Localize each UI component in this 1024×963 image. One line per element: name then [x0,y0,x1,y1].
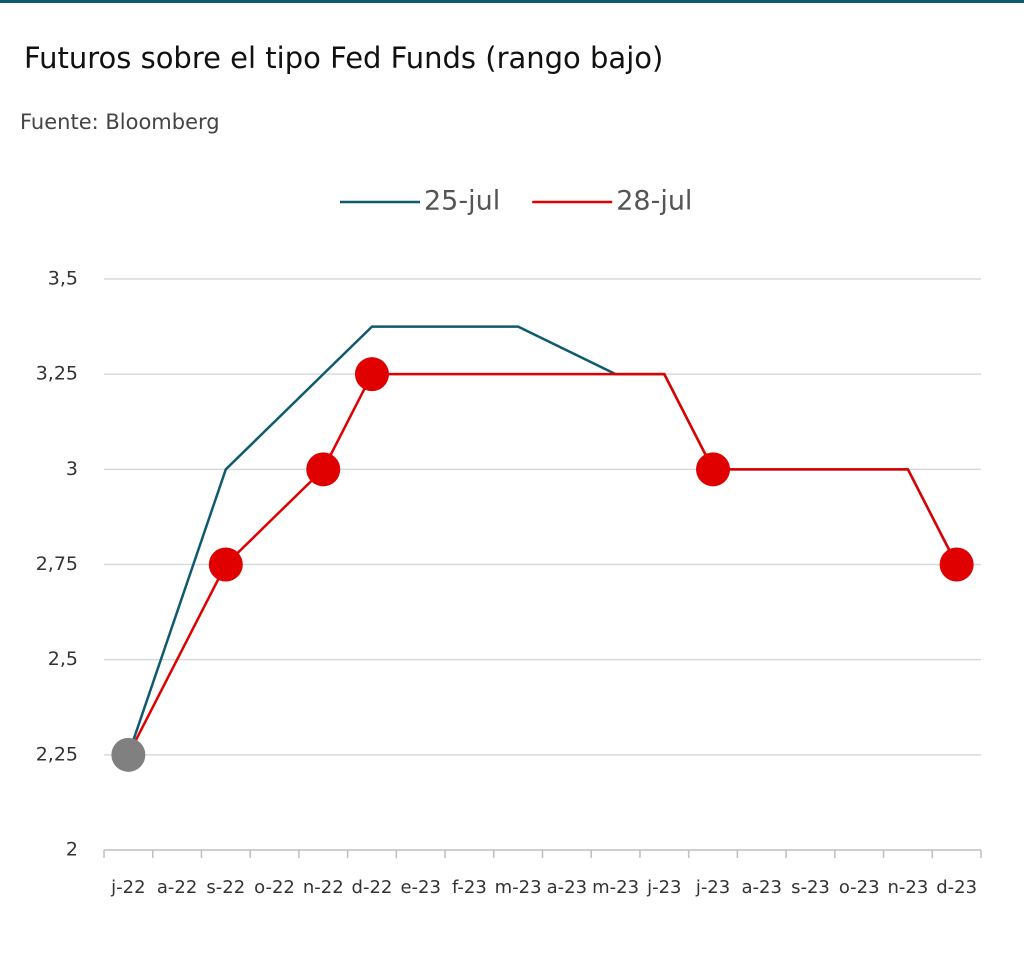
x-tick-label: a-23 [742,877,782,898]
series-line [127,325,958,756]
legend-label: 28-jul [616,186,692,217]
x-tick-label: j-23 [646,877,681,898]
x-tick-label: j-23 [695,877,730,898]
x-tick-label: d-22 [352,877,393,898]
y-tick-label: 3,5 [48,268,78,290]
point-marker [306,452,341,487]
legend-label: 25-jul [424,186,500,217]
x-tick-label: n-23 [888,877,929,898]
point-marker [696,452,731,487]
y-tick-label: 2,75 [36,553,78,575]
x-tick-label: j-22 [110,877,145,898]
x-tick-label: o-23 [839,877,880,898]
x-tick-label: s-22 [206,877,245,898]
x-tick-label: e-23 [400,877,440,898]
x-tick-label: m-23 [495,877,542,898]
x-tick-label: d-23 [936,877,977,898]
y-tick-label: 2,25 [36,743,78,765]
chart-subtitle: Fuente: Bloomberg [20,110,220,134]
y-tick-label: 2 [66,839,78,861]
chart-title: Futuros sobre el tipo Fed Funds (rango b… [24,41,663,75]
x-tick-label: f-23 [452,877,487,898]
x-tick-label: m-23 [592,877,639,898]
point-marker [111,737,146,772]
top-rule [0,0,1024,3]
y-tick-label: 2,5 [48,648,78,670]
x-tick-label: o-22 [254,877,295,898]
y-tick-label: 3,25 [36,363,78,385]
series-line [127,372,958,756]
x-tick-label: a-23 [547,877,587,898]
y-tick-label: 3 [66,458,78,480]
x-tick-label: n-22 [303,877,344,898]
point-marker [939,547,974,582]
point-marker [354,357,389,392]
x-tick-label: s-23 [791,877,830,898]
x-tick-label: a-22 [157,877,197,898]
point-marker [208,547,243,582]
